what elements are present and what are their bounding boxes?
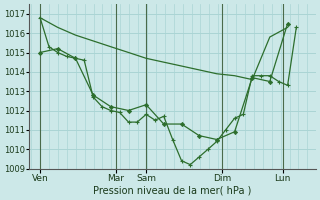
X-axis label: Pression niveau de la mer( hPa ): Pression niveau de la mer( hPa ) — [93, 186, 252, 196]
